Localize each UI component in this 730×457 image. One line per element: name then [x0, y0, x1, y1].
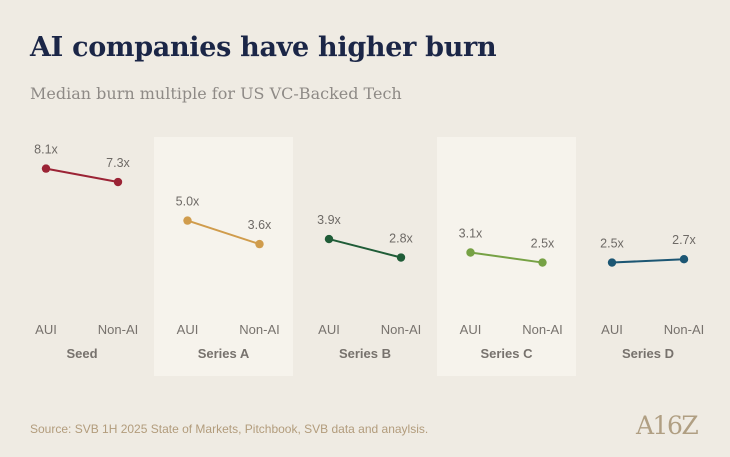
source-note: Source: SVB 1H 2025 State of Markets, Pi… [30, 422, 429, 436]
series-b-value-label-non-ai: 2.8x [389, 232, 413, 246]
series-d-point-aui [607, 258, 617, 267]
series-a-panel [154, 137, 293, 376]
series-c-value-label-aui: 3.1x [459, 226, 483, 240]
seed-value-label-aui: 8.1x [34, 143, 58, 157]
seed-category-label-aui: AUI [35, 322, 57, 337]
series-b-point-non-ai [396, 253, 406, 262]
series-d-line [611, 258, 685, 264]
series-c-panel [437, 137, 576, 376]
seed-group-label: Seed [66, 346, 97, 361]
series-a-value-label-non-ai: 3.6x [248, 218, 272, 232]
series-b-point-aui [324, 234, 334, 244]
seed-point-aui [41, 164, 51, 173]
series-b-category-label-non-ai: Non-AI [381, 322, 421, 337]
seed-value-label-non-ai: 7.3x [106, 156, 130, 170]
seed-point-non-ai [113, 177, 123, 187]
seed-category-label-non-ai: Non-AI [98, 322, 138, 337]
series-d-point-non-ai [679, 255, 689, 264]
series-d-category-label-aui: AUI [601, 322, 623, 337]
series-c-category-label-aui: AUI [460, 322, 482, 337]
series-d-category-label-non-ai: Non-AI [664, 322, 704, 337]
series-d-value-label-aui: 2.5x [600, 237, 624, 251]
a16z-logo: A16Z [636, 411, 699, 440]
chart-title: AI companies have higher burn [30, 32, 497, 63]
series-c-line [470, 251, 543, 264]
series-c-point-non-ai [538, 258, 547, 267]
series-a-category-label-aui: AUI [177, 322, 199, 337]
series-a-category-label-non-ai: Non-AI [239, 322, 279, 337]
series-b-group-label: Series B [339, 346, 391, 361]
series-c-value-label-non-ai: 2.5x [531, 237, 555, 251]
seed-line [45, 167, 119, 184]
series-c-point-aui [466, 248, 475, 257]
series-a-point-non-ai [255, 239, 264, 249]
series-a-value-label-aui: 5.0x [176, 195, 200, 209]
series-a-point-aui [183, 216, 192, 225]
series-b-category-label-aui: AUI [318, 322, 340, 337]
series-b-value-label-aui: 3.9x [317, 213, 341, 227]
series-c-category-label-non-ai: Non-AI [522, 322, 562, 337]
series-a-group-label: Series A [198, 346, 250, 361]
series-d-group-label: Series D [622, 346, 674, 361]
series-c-group-label: Series C [480, 346, 533, 361]
series-d-value-label-non-ai: 2.7x [672, 233, 696, 247]
series-b-line [328, 238, 402, 259]
chart-subtitle: Median burn multiple for US VC-Backed Te… [30, 84, 402, 103]
series-a-line [187, 219, 260, 246]
